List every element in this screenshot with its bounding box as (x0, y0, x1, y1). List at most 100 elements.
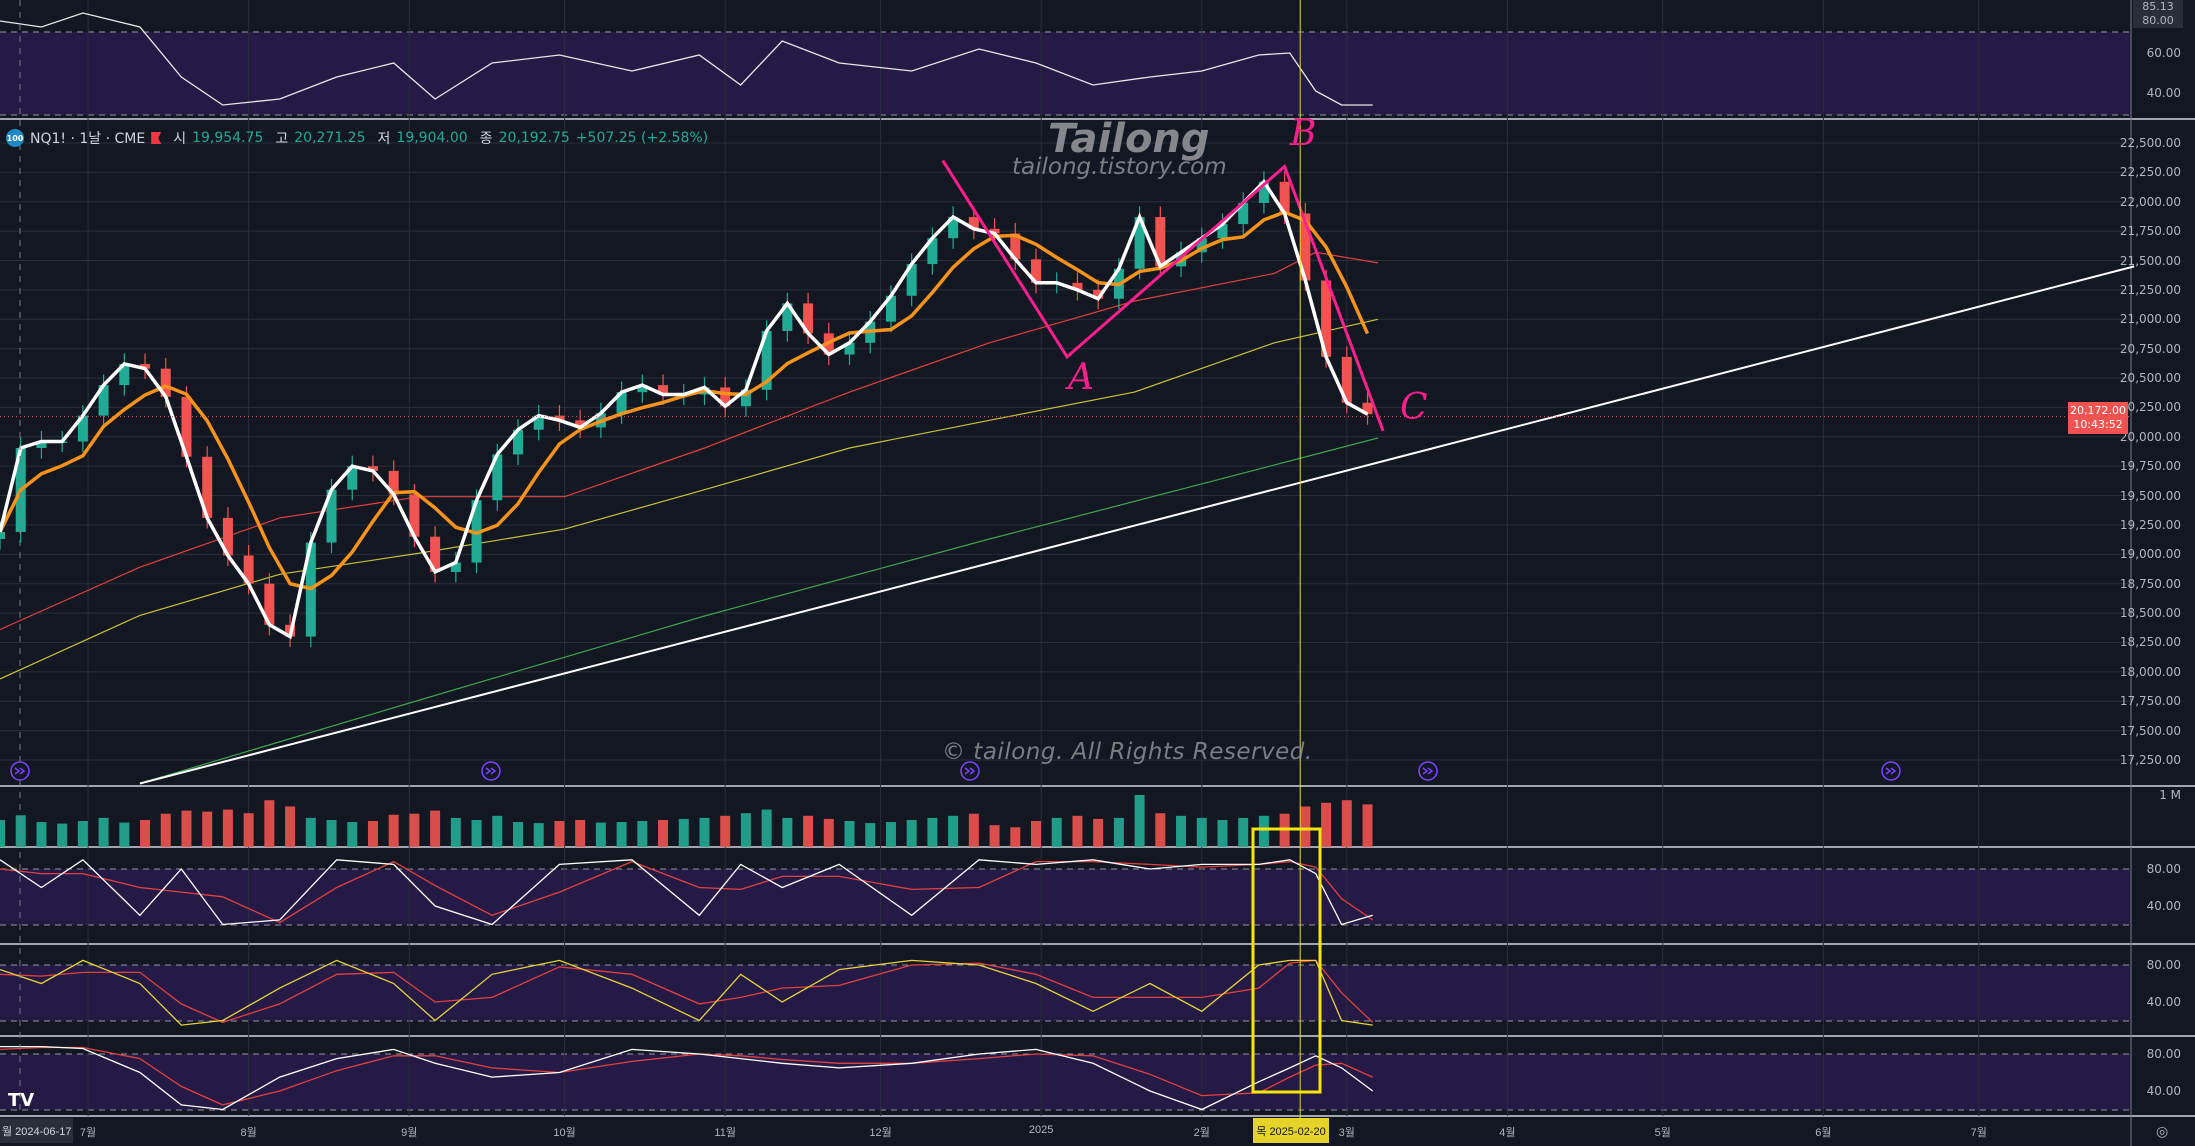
volume-bar (492, 815, 503, 847)
pane1-k-line (0, 858, 1373, 926)
settings-icon[interactable]: ◎ (2156, 1124, 2169, 1140)
candle (948, 217, 959, 239)
candle (761, 331, 772, 390)
ma-fast-line (0, 179, 1369, 640)
volume-bar (906, 819, 917, 847)
volume-bar (77, 821, 88, 847)
change-value: +507.25 (+2.58%) (575, 130, 709, 146)
candle (1362, 402, 1373, 415)
arrow-glyph (14, 767, 26, 775)
pane2-k-line (0, 959, 1373, 1026)
candle (720, 387, 731, 407)
flag-icon[interactable] (151, 132, 162, 144)
pane2-d-line (0, 959, 1374, 1024)
volume-bar (968, 813, 979, 847)
volume-bar (1031, 821, 1041, 847)
abc-pattern-drawing (941, 159, 1385, 432)
time-tick: 12월 (869, 1127, 892, 1139)
candle (430, 536, 441, 572)
candle (658, 385, 669, 395)
candle (1300, 213, 1311, 281)
arrow-glyph (1422, 767, 1434, 775)
volume-bar (1258, 815, 1269, 847)
candle (1155, 217, 1166, 267)
top-pane-tick: 60.00 (2146, 46, 2181, 60)
volume-tick: 1 M (2159, 788, 2181, 802)
annotation-b: B (1290, 113, 1317, 154)
candle (1031, 259, 1041, 283)
open-value: 19,954.75 (192, 130, 264, 146)
trendline (139, 265, 2135, 785)
candle (119, 363, 130, 386)
volume-bar (140, 819, 151, 847)
volume-bar (1155, 813, 1166, 847)
arrow-glyph (964, 767, 976, 775)
volume-bar (1072, 815, 1083, 847)
price-tick: 21,250.00 (2119, 282, 2181, 297)
candle (1072, 282, 1083, 290)
volume-bar (885, 822, 896, 847)
low-label: 저 (377, 131, 391, 147)
volume-bar (430, 810, 441, 847)
volume-bar (347, 822, 358, 847)
jump-arrow-icon[interactable] (960, 761, 980, 781)
candle (222, 517, 233, 556)
oscillator-band (0, 32, 2131, 115)
current-price: 20,172.00 (2070, 404, 2126, 417)
price-tick: 17,750.00 (2119, 694, 2181, 709)
candle (616, 392, 627, 414)
candle (202, 456, 213, 518)
volume-bar (595, 822, 606, 847)
price-tick: 22,500.00 (2119, 136, 2181, 150)
volume-bar (285, 806, 296, 847)
candle (1196, 238, 1207, 253)
volume-bar (409, 813, 420, 847)
volume-bar (533, 823, 544, 847)
highlight-box (1251, 827, 1322, 1094)
watermark-copyright: © tailong. All Rights Reserved. (942, 739, 1313, 765)
price-tick: 22,000.00 (2119, 194, 2181, 209)
oscillator-band (0, 965, 2131, 1021)
candle (326, 489, 337, 543)
volume-bar (57, 823, 68, 847)
price-tick: 19,750.00 (2119, 459, 2181, 474)
price-tick: 17,250.00 (2119, 752, 2181, 767)
volume-bar (1300, 806, 1311, 847)
jump-arrow-icon[interactable] (481, 761, 501, 781)
osc-tick: 80.00 (2146, 958, 2181, 972)
top-rsi-line (0, 12, 1373, 106)
price-tick: 20,750.00 (2119, 341, 2181, 356)
candle (782, 303, 793, 332)
volume-bar (243, 813, 254, 847)
volume-bar (326, 819, 337, 847)
time-tick: 2월 (1193, 1127, 1210, 1139)
price-tick: 22,250.00 (2119, 165, 2181, 180)
volume-bar (367, 821, 378, 847)
volume-bar (388, 814, 399, 847)
volume-bar (1176, 815, 1187, 847)
price-tick: 18,500.00 (2119, 606, 2181, 621)
volume-bar (1238, 817, 1249, 847)
jump-arrow-icon[interactable] (1418, 761, 1438, 781)
candle (388, 470, 399, 495)
candle (740, 389, 751, 407)
time-tick: 11월 (714, 1127, 736, 1139)
tradingview-logo[interactable]: TV (8, 1090, 35, 1111)
candle (575, 420, 586, 428)
volume-bar (782, 817, 793, 847)
volume-bar (15, 815, 26, 847)
left-date-label: 월 2024-06-17 (0, 1118, 74, 1143)
price-tick: 18,000.00 (2119, 664, 2181, 679)
volume-bar (865, 823, 876, 847)
price-tick: 18,250.00 (2119, 635, 2181, 650)
volume-bar (823, 818, 834, 847)
volume-bar (678, 818, 689, 847)
volume-bar (1196, 817, 1207, 847)
price-tick: 21,000.00 (2119, 312, 2181, 327)
symbol-name[interactable]: NQ1! · 1날 · CME (30, 131, 146, 147)
jump-arrow-icon[interactable] (1881, 761, 1901, 781)
pane3-k-line (0, 1045, 1374, 1111)
jump-arrow-icon[interactable] (10, 761, 30, 781)
high-label: 고 (275, 131, 289, 147)
